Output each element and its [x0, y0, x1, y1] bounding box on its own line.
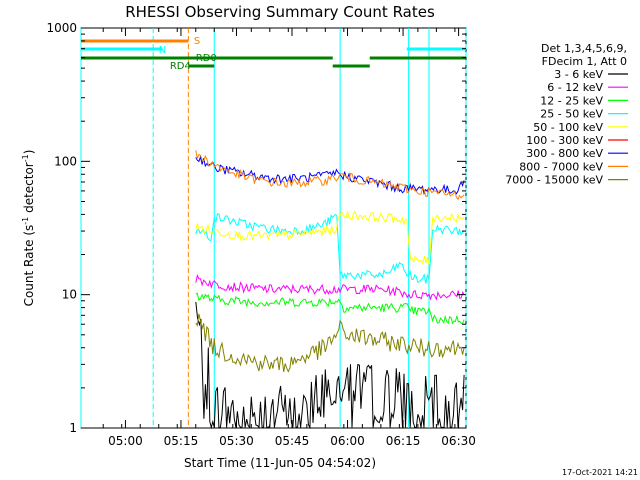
timestamp: 17-Oct-2021 14:21	[562, 468, 638, 477]
x-tick-label-0: 05:00	[108, 434, 143, 448]
y-tick-label-1: 10	[62, 288, 77, 302]
series-line-1	[195, 273, 465, 301]
flag-label-n: N	[159, 45, 166, 56]
legend-label-5: 100 - 300 keV	[526, 134, 603, 147]
y-axis-label: Count Rate (s-1 detector-1)	[21, 150, 36, 307]
legend-label-2: 12 - 25 keV	[540, 94, 603, 107]
flag-label-rd4: RD4	[170, 61, 191, 72]
series-line-6	[195, 154, 465, 196]
legend-label-0: 3 - 6 keV	[554, 68, 603, 81]
legend-header-0: Det 1,3,4,5,6,9,	[541, 42, 627, 55]
series-line-8	[195, 313, 465, 373]
legend-label-7: 800 - 7000 keV	[519, 160, 603, 173]
flag-label-rd0: RD0	[196, 53, 217, 64]
legend: Det 1,3,4,5,6,9,FDecim 1, Att 03 - 6 keV…	[505, 42, 628, 187]
series-line-7	[195, 150, 465, 201]
legend-label-3: 25 - 50 keV	[540, 108, 603, 121]
y-tick-label-3: 1000	[46, 21, 77, 35]
x-tick-label-4: 06:00	[330, 434, 365, 448]
series-line-2	[195, 292, 465, 325]
legend-label-1: 6 - 12 keV	[547, 81, 603, 94]
chart-title: RHESSI Observing Summary Count Rates	[125, 3, 435, 21]
x-tick-label-1: 05:15	[164, 434, 199, 448]
x-tick-label-5: 06:15	[386, 434, 421, 448]
x-axis-label: Start Time (11-Jun-05 04:54:02)	[184, 456, 376, 470]
series-line-0	[195, 301, 465, 430]
legend-label-8: 7000 - 15000 keV	[505, 174, 603, 187]
x-tick-label-3: 05:45	[275, 434, 310, 448]
y-tick-label-2: 100	[54, 154, 77, 168]
x-tick-label-6: 06:30	[441, 434, 476, 448]
legend-header-1: FDecim 1, Att 0	[542, 55, 627, 68]
x-tick-label-2: 05:30	[219, 434, 254, 448]
series-line-3	[195, 213, 465, 284]
legend-label-4: 50 - 100 keV	[533, 121, 603, 134]
legend-label-6: 300 - 800 keV	[526, 147, 603, 160]
flag-label-s: S	[194, 36, 200, 47]
y-tick-label-0: 1	[69, 421, 77, 435]
series-line-4	[195, 210, 465, 265]
